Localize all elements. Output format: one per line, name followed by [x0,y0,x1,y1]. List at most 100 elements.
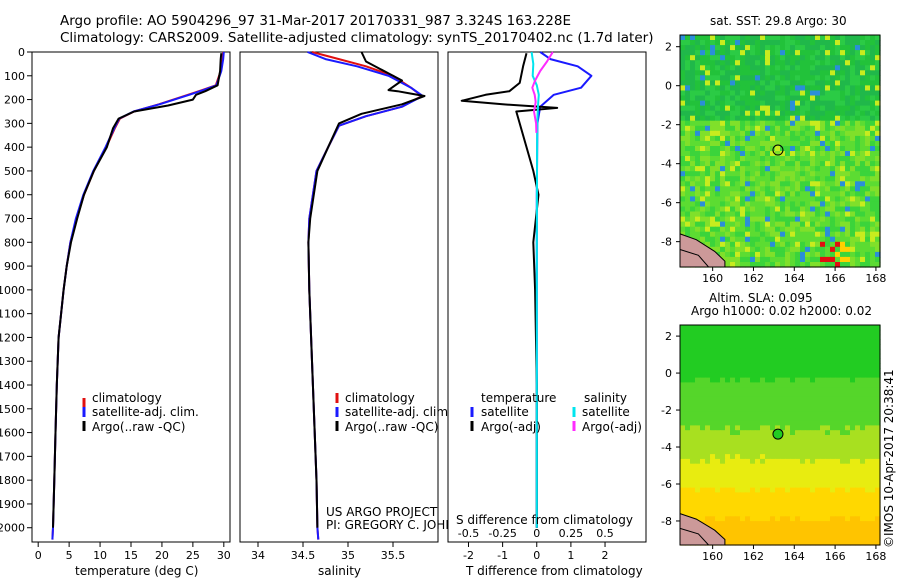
map-cell [825,55,831,61]
salinity-plot-frame [239,51,439,543]
map-cell [805,60,811,66]
map-cell [760,166,766,172]
map-cell [835,105,841,112]
map-cell [725,60,731,66]
map-cell [700,125,706,132]
map-cell [760,353,766,360]
map-cell [705,411,711,417]
map-cell [710,125,716,132]
map-cell [755,358,761,364]
map-cell [840,435,846,441]
map-cell [815,130,821,137]
map-cell [800,186,806,192]
map-cell [835,372,841,379]
map-cell [755,130,761,137]
map-cell [705,339,711,345]
map-cell [690,171,696,177]
map-cell [775,201,781,207]
map-cell [845,358,851,364]
map-cell [715,334,721,340]
map-cell [770,521,776,527]
map-cell [700,353,706,360]
map-cell [810,90,816,97]
map-cell [780,40,786,46]
map-cell [820,468,826,474]
map-cell [795,478,801,484]
map-cell [790,146,796,152]
map-cell [725,221,731,228]
map-cell [810,339,816,345]
map-cell [735,497,741,503]
map-cell [770,55,776,61]
map-cell [740,40,746,46]
map-cell [765,415,771,422]
map-cell [740,161,746,167]
map-cell [805,151,811,157]
map-cell [875,186,881,192]
map-cell [790,392,796,398]
map-cell [765,368,771,374]
map-cell [825,231,831,238]
map-cell [820,80,826,86]
map-cell [780,80,786,86]
map-cell [735,35,741,41]
map-cell [740,525,746,532]
map-cell [770,251,776,258]
map-cell [780,444,786,450]
map-cell [800,201,806,207]
map-cell [785,226,791,233]
map-cell [710,468,716,474]
map-cell [875,377,881,383]
map-cell [800,191,806,197]
map-cell [825,241,831,248]
map-cell [700,435,706,441]
map-cell [735,40,741,46]
map-cell [820,171,826,177]
map-cell [780,348,786,355]
map-cell [710,435,716,441]
map-cell [865,415,871,422]
map-cell [830,497,836,503]
temperature-series [51,51,225,540]
map-cell [755,221,761,228]
map-cell [685,420,691,427]
map-cell [755,226,761,233]
map-cell [725,176,731,182]
map-cell [720,468,726,474]
map-cell [870,334,876,340]
map-cell [800,110,806,117]
map-cell [740,358,746,364]
map-cell [875,256,881,263]
map-cell [680,226,686,233]
map-cell [790,216,796,223]
map-cell [760,221,766,228]
map-cell [730,492,736,498]
map-cell [790,540,796,546]
map-cell [850,487,856,493]
map-cell [795,363,801,369]
map-cell [755,146,761,152]
map-cell [865,463,871,470]
map-cell [690,439,696,446]
map-cell [775,449,781,455]
y-tick-label: 1500 [0,403,25,416]
map-cell [725,353,731,360]
map-cell [850,125,856,132]
map-cell [740,231,746,238]
map-cell [850,506,856,513]
map-cell [850,492,856,498]
map-cell [875,473,881,479]
map-cell [795,516,801,522]
map-cell [740,458,746,465]
map-cell [845,401,851,407]
map-cell [840,110,846,117]
map-cell [710,325,716,331]
map-cell [750,449,756,455]
map-cell [685,415,691,422]
map-cell [855,329,861,336]
map-cell [775,171,781,177]
map-cell [870,387,876,393]
map-cell [710,401,716,407]
map-cell [705,415,711,422]
map-cell [860,140,866,147]
